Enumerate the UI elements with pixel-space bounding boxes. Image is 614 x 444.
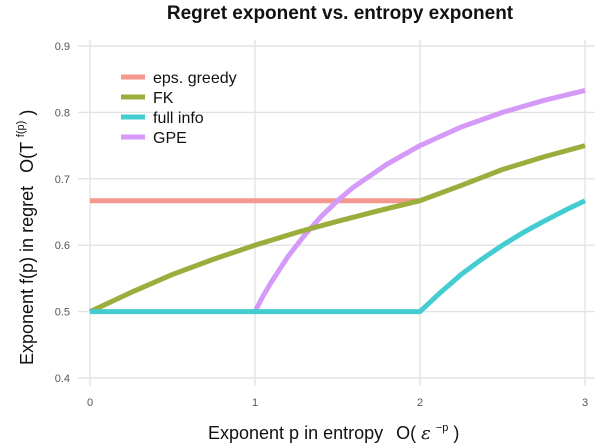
x-axis-label-math-exp: −p [436,422,449,434]
y-tick-label: 0.4 [55,373,70,385]
y-axis-label-math-base: O(T [17,142,37,173]
x-tick-label: 2 [417,397,423,409]
series-line-full-info [90,198,587,315]
x-axis-label: Exponent p in entropy O( ε −p ) [208,415,459,444]
x-axis-label-math-close: ) [453,423,459,443]
series-line-gpe [252,88,586,313]
x-axis-label-math-symbol: ε [421,423,431,444]
y-tick-label: 0.7 [55,174,70,186]
x-tick-label: 1 [252,397,258,409]
y-tick-label: 0.5 [55,307,70,319]
x-axis-label-math-base: O( [396,423,416,443]
y-axis-label-text: Exponent f(p) in regret [17,186,37,365]
y-tick-label: 0.8 [55,107,70,119]
series-line-fk [88,143,586,314]
y-tick-label: 0.9 [55,41,70,53]
legend-label-eps-greedy: eps. greedy [153,70,237,87]
series-lines [88,88,587,315]
x-tick-label: 3 [582,397,588,409]
legend-label-gpe: GPE [153,130,187,147]
legend: eps. greedy FK full info GPE [121,70,237,147]
x-tick-label: 0 [87,397,93,409]
tick-labels: 0 1 2 3 0.4 0.5 0.6 0.7 0.8 0.9 [55,41,588,409]
y-tick-label: 0.6 [55,240,70,252]
y-axis-label-math-close: ) [17,110,37,116]
y-axis-label: Exponent f(p) in regret O(T f(p) ) [8,110,37,365]
legend-label-full-info: full info [153,110,204,127]
y-axis-label-math-exp: f(p) [15,121,27,138]
x-axis-label-text: Exponent p in entropy [208,423,383,443]
chart-title: Regret exponent vs. entropy exponent [167,3,514,24]
legend-label-fk: FK [153,90,174,107]
